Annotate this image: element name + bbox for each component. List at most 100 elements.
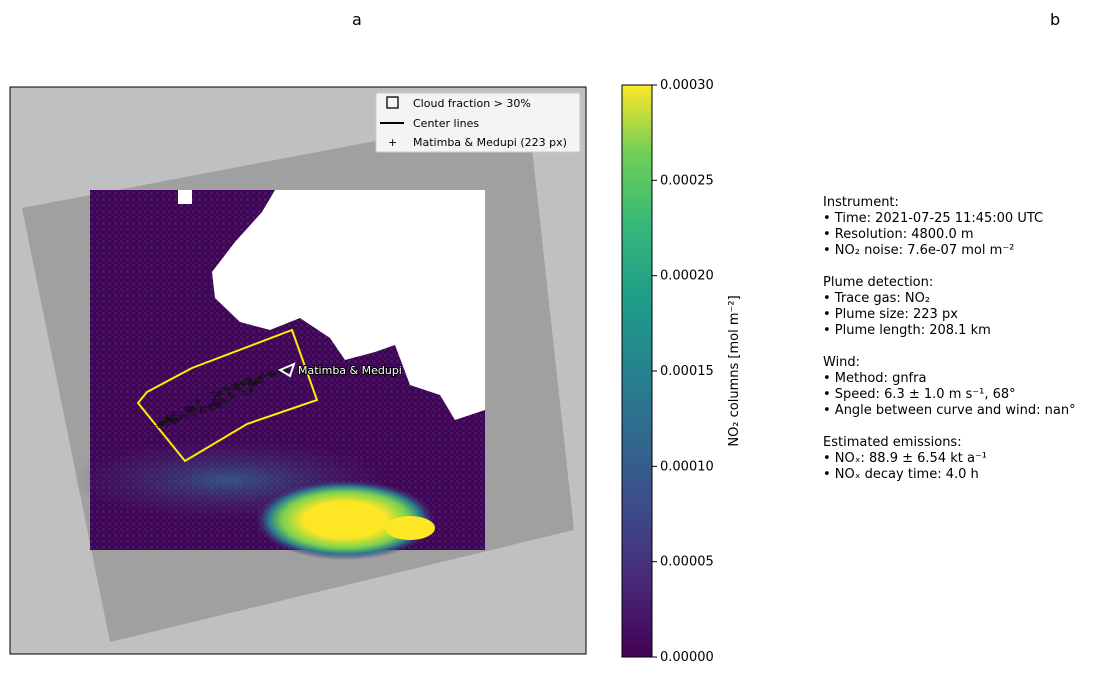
plume-pixel-marker: + (246, 376, 253, 385)
plume-pixel-marker: + (170, 417, 177, 426)
plume-pixel-marker: + (182, 411, 189, 420)
plume-pixel-marker: + (159, 418, 166, 427)
plume-pixel-marker: + (166, 413, 173, 422)
plume-pixel-marker: + (163, 417, 170, 426)
plume-pixel-marker: + (249, 377, 256, 386)
plume-pixel-marker: + (172, 417, 179, 426)
plume-pixel-marker: + (178, 413, 185, 422)
plume-pixel-marker: + (248, 385, 255, 394)
plume-pixel-marker: + (232, 380, 239, 389)
instrument-time: • Time: 2021-07-25 11:45:00 UTC (823, 211, 1044, 226)
plume-pixel-marker: + (267, 369, 274, 378)
plume-size: • Plume size: 223 px (823, 307, 958, 322)
colorbar-tick-label: 0.00020 (660, 269, 714, 284)
wind-method: • Method: gnfra (823, 371, 927, 386)
plume-pixel-marker: + (212, 395, 219, 404)
plume-pixel-marker: + (258, 377, 265, 386)
plume-pixel-marker: + (161, 418, 168, 427)
plume-pixel-marker: + (231, 391, 238, 400)
plume-pixel-marker: + (227, 392, 234, 401)
plume-pixel-marker: + (218, 399, 225, 408)
emissions-decay: • NOₓ decay time: 4.0 h (823, 467, 979, 482)
plume-pixel-marker: + (209, 405, 216, 414)
plume-pixel-marker: + (186, 407, 193, 416)
plume-pixel-marker: + (239, 379, 246, 388)
plume-pixel-marker: + (230, 381, 237, 390)
no2-hotspot (255, 480, 435, 560)
no2-hotspot-tail (385, 516, 435, 540)
cloud-mask (212, 190, 485, 420)
plume-pixel-marker: + (221, 383, 228, 392)
plume-pixel-marker: + (226, 388, 233, 397)
plume-pixel-marker: + (223, 399, 230, 408)
plume-pixel-marker: + (253, 378, 260, 387)
plume-pixel-marker: + (206, 403, 213, 412)
plume-pixel-marker: + (236, 384, 243, 393)
plume-pixel-marker: + (183, 403, 190, 412)
wind-heading: Wind: (823, 355, 861, 370)
plume-pixel-marker: + (198, 407, 205, 416)
colorbar-tick-label: 0.00000 (660, 650, 714, 665)
plume-pixel-marker: + (206, 403, 213, 412)
plume-pixel-marker: + (249, 380, 256, 389)
plume-pixel-marker: + (183, 412, 190, 421)
plume-pixel-marker: + (184, 405, 191, 414)
plume-pixel-marker: + (171, 411, 178, 420)
plume-pixel-marker: + (240, 387, 247, 396)
legend: Cloud fraction > 30% Center lines + Mati… (375, 92, 581, 153)
plume-pixel-marker: + (170, 409, 177, 418)
legend-plus-icon: + (388, 136, 397, 149)
plume-pixel-marker: + (218, 387, 225, 396)
colorbar: 0.00000 0.00005 0.00010 0.00015 0.00020 0.000… (621, 78, 742, 665)
plume-pixel-marker: + (193, 404, 200, 413)
plume-pixel-marker: + (218, 389, 225, 398)
plume-pixel-marker: + (173, 415, 180, 424)
plume-pixel-marker: + (282, 367, 289, 376)
cloud-fragment (178, 190, 192, 204)
instrument-noise: • NO₂ noise: 7.6e-07 mol m⁻² (823, 243, 1015, 258)
panel-a-label: a (352, 10, 362, 29)
plume-pixel-marker: + (243, 376, 250, 385)
instrument-heading: Instrument: (823, 195, 899, 210)
plume-pixel-marker: + (167, 417, 174, 426)
plume-pixel-marker: + (208, 400, 215, 409)
plume-pixel-marker: + (168, 415, 175, 424)
plume-pixel-marker: + (157, 419, 164, 428)
plume-pixel-marker: + (248, 387, 255, 396)
plume-pixel-marker: + (210, 399, 217, 408)
wind-section: Wind: • Method: gnfra • Speed: 6.3 ± 1.0… (823, 355, 1076, 419)
plume-pixel-marker: + (216, 402, 223, 411)
source-label: Matimba & Medupi (298, 364, 402, 377)
plume-pixel-marker: + (239, 378, 246, 387)
plume-heading: Plume detection: (823, 275, 934, 290)
plume-pixel-marker: + (270, 370, 277, 379)
plume-pixel-marker: + (250, 380, 257, 389)
colorbar-tick-label: 0.00025 (660, 173, 714, 188)
plume-pixel-marker: + (186, 404, 193, 413)
plume-pixel-marker: + (194, 396, 201, 405)
emissions-heading: Estimated emissions: (823, 435, 962, 450)
plume-pixel-marker: + (267, 369, 274, 378)
colorbar-tick-label: 0.00005 (660, 555, 714, 570)
plume-pixel-marker: + (202, 406, 209, 415)
plume-pixel-marker: + (226, 384, 233, 393)
plume-pixel-marker: + (173, 417, 180, 426)
plume-pixel-marker: + (247, 378, 254, 387)
plume-pixel-marker: + (161, 418, 168, 427)
plume-pixel-marker: + (252, 376, 259, 385)
plume-pixel-marker: + (267, 370, 274, 379)
plume-length: • Plume length: 208.1 km (823, 323, 991, 338)
legend-centerline-label: Center lines (413, 117, 479, 130)
plume-pixel-marker: + (264, 369, 271, 378)
wind-angle: • Angle between curve and wind: nan° (823, 403, 1076, 418)
plume-pixel-marker: + (246, 374, 253, 383)
legend-square-icon (386, 96, 399, 109)
plume-pixel-marker: + (210, 388, 217, 397)
colorbar-label: NO₂ columns [mol m⁻²] (727, 295, 742, 446)
colorbar-gradient (621, 84, 653, 658)
plume-pixel-marker: + (191, 411, 198, 420)
plume-pixel-marker: + (283, 366, 290, 375)
plume-pixel-marker: + (198, 403, 205, 412)
plume-pixel-marker: + (155, 421, 162, 430)
plume-pixel-marker: + (186, 407, 193, 416)
